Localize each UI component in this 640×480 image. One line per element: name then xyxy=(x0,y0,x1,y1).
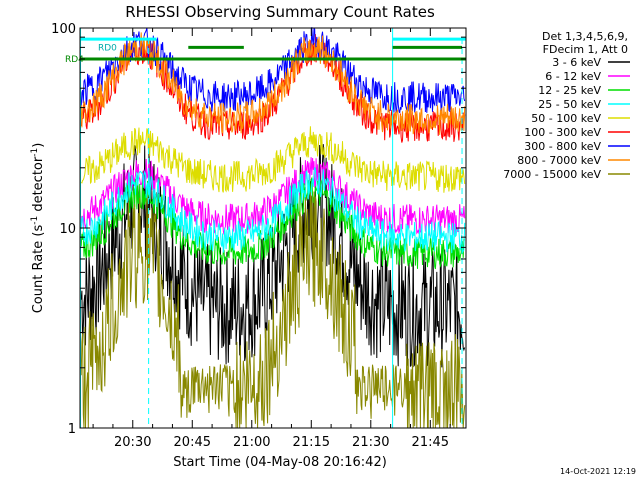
y-tick-label: 1 xyxy=(68,422,76,437)
series-line xyxy=(80,32,466,135)
footer-date: 14-Oct-2021 12:19 xyxy=(560,467,636,476)
legend-entry-label: 50 - 100 keV xyxy=(531,112,601,125)
x-tick-label: 21:45 xyxy=(412,435,449,450)
legend-entry-label: 100 - 300 keV xyxy=(524,126,601,139)
legend-entry-label: 6 - 12 keV xyxy=(545,70,601,83)
x-tick-label: 21:00 xyxy=(233,435,270,450)
series-line xyxy=(80,27,466,114)
legend-entry-label: 12 - 25 keV xyxy=(538,84,601,97)
x-tick-label: 20:45 xyxy=(174,435,211,450)
series-line xyxy=(80,176,466,270)
x-axis-ticks: 20:30 20:45 21:00 21:15 21:30 21:45 xyxy=(92,28,451,450)
legend-entry-label: 800 - 7000 keV xyxy=(517,154,601,167)
flag-label: RD4 xyxy=(65,55,84,65)
x-tick-label: 20:30 xyxy=(114,435,151,450)
chart-title: RHESSI Observing Summary Count Rates xyxy=(125,3,435,21)
flag-label: RD0 xyxy=(98,43,117,53)
legend-entry-label: 3 - 6 keV xyxy=(552,56,601,69)
legend-entry-label: 7000 - 15000 keV xyxy=(503,168,601,181)
series-line xyxy=(80,191,466,429)
series-line xyxy=(80,167,466,254)
y-axis-ticks: 1 10 100 xyxy=(51,22,466,437)
legend-entry-label: 25 - 50 keV xyxy=(538,98,601,111)
y-axis-label: Count Rate (s-1 detector-1) xyxy=(30,143,46,314)
legend-entry-label: 300 - 800 keV xyxy=(524,140,601,153)
series-line xyxy=(80,126,466,193)
legend-header: FDecim 1, Att 0 xyxy=(543,43,628,56)
y-tick-label: 100 xyxy=(51,22,76,37)
legend: Det 1,3,4,5,6,9,FDecim 1, Att 03 - 6 keV… xyxy=(503,30,630,181)
x-tick-label: 21:30 xyxy=(352,435,389,450)
legend-header: Det 1,3,4,5,6,9, xyxy=(542,30,628,43)
x-tick-label: 21:15 xyxy=(293,435,330,450)
y-tick-label: 10 xyxy=(59,222,76,237)
x-axis-label: Start Time (04-May-08 20:16:42) xyxy=(173,455,387,470)
